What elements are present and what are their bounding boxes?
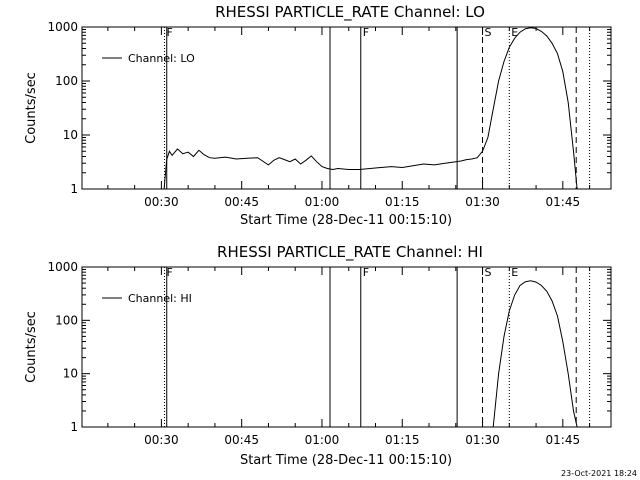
y-tick-label: 1000 <box>47 260 78 274</box>
x-tick-label: 01:15 <box>385 195 420 209</box>
x-tick-label: 01:00 <box>305 195 340 209</box>
chart-title: RHESSI PARTICLE_RATE Channel: HI <box>217 243 483 262</box>
y-tick-label: 10 <box>63 367 78 381</box>
y-tick-label: 100 <box>55 74 78 88</box>
y-tick-label: 1000 <box>47 20 78 34</box>
x-tick-label: 00:45 <box>224 195 259 209</box>
x-axis-label: Start Time (28-Dec-11 00:15:10) <box>240 213 452 228</box>
x-tick-label: 00:30 <box>144 195 179 209</box>
y-tick-label: 100 <box>55 313 78 327</box>
legend-label: Channel: HI <box>128 292 192 305</box>
footer-date: 23-Oct-2021 18:24 <box>561 469 637 478</box>
lo-channel-panel: RHESSI PARTICLE_RATE Channel: LO Start T… <box>24 3 612 228</box>
series-line <box>492 280 578 428</box>
series-line <box>163 27 578 190</box>
hi-channel-panel: RHESSI PARTICLE_RATE Channel: HI Start T… <box>24 243 612 468</box>
x-tick-label: 00:30 <box>144 433 179 447</box>
x-tick-label: 01:45 <box>546 433 581 447</box>
x-tick-label: 01:45 <box>546 195 581 209</box>
legend-label: Channel: LO <box>128 52 195 65</box>
event-marker-label: S <box>485 266 492 279</box>
x-tick-label: 01:30 <box>465 195 500 209</box>
x-tick-label: 01:30 <box>465 433 500 447</box>
event-marker-label: E <box>511 266 518 279</box>
event-marker-label: F <box>167 266 173 279</box>
y-axis-label: Counts/sec <box>24 72 39 144</box>
y-axis-label: Counts/sec <box>24 311 39 383</box>
x-tick-label: 01:00 <box>305 433 340 447</box>
event-marker-label: F <box>363 26 369 39</box>
event-marker-label: F <box>167 26 173 39</box>
y-tick-label: 1 <box>70 420 78 434</box>
y-tick-label: 1 <box>70 182 78 196</box>
x-tick-label: 00:45 <box>224 433 259 447</box>
chart-title: RHESSI PARTICLE_RATE Channel: LO <box>215 3 485 22</box>
event-marker-label: E <box>511 26 518 39</box>
x-axis-label: Start Time (28-Dec-11 00:15:10) <box>240 453 452 468</box>
plot-frame <box>81 26 612 190</box>
event-marker-label: S <box>485 26 492 39</box>
y-tick-label: 10 <box>63 128 78 142</box>
x-tick-label: 01:15 <box>385 433 420 447</box>
plot-frame <box>81 266 612 428</box>
event-marker-label: F <box>363 266 369 279</box>
